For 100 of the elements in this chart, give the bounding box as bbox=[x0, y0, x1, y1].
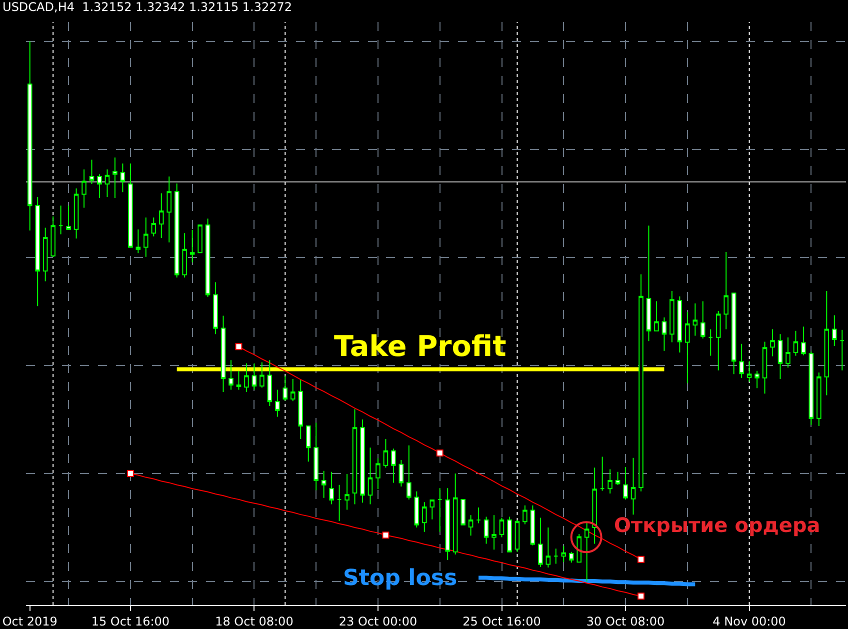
candlestick bbox=[422, 502, 427, 532]
candlestick bbox=[275, 389, 280, 418]
candlestick bbox=[104, 168, 110, 198]
candlestick bbox=[514, 519, 520, 552]
candlestick bbox=[298, 380, 304, 440]
candlestick bbox=[793, 330, 798, 356]
candlestick bbox=[58, 205, 64, 235]
candlestick bbox=[166, 176, 172, 243]
x-tick-label: 30 Oct 08:00 bbox=[586, 614, 665, 628]
series-label: Stop loss bbox=[343, 565, 458, 591]
candlestick bbox=[35, 196, 40, 307]
candlestick bbox=[808, 350, 814, 426]
candlestick bbox=[352, 408, 358, 505]
candlestick bbox=[252, 362, 257, 390]
candlestick bbox=[801, 326, 806, 356]
candlestick bbox=[492, 514, 496, 550]
candlestick bbox=[677, 296, 682, 354]
candlestick bbox=[383, 438, 388, 468]
candlestick bbox=[538, 517, 543, 568]
candlestick bbox=[778, 334, 783, 380]
candlestick bbox=[89, 159, 94, 185]
candlestick bbox=[716, 310, 721, 371]
candlestick bbox=[615, 471, 620, 486]
candlestick bbox=[398, 460, 404, 487]
candlestick bbox=[267, 360, 272, 406]
candlestick bbox=[27, 40, 32, 231]
candlestick bbox=[66, 205, 71, 230]
candlestick bbox=[476, 507, 481, 524]
candlestick bbox=[228, 360, 234, 390]
candlestick bbox=[190, 229, 195, 263]
candlestick bbox=[336, 484, 342, 522]
candlestick bbox=[42, 227, 48, 282]
x-tick-label: 18 Oct 08:00 bbox=[215, 614, 294, 628]
candlestick bbox=[50, 216, 56, 258]
candlestick bbox=[685, 312, 690, 384]
candlestick bbox=[344, 474, 350, 510]
candlestick bbox=[205, 218, 210, 298]
candlestick bbox=[144, 217, 148, 258]
candlestick bbox=[762, 341, 768, 394]
candlestick bbox=[74, 188, 79, 240]
candlestick bbox=[816, 372, 822, 426]
candlestick bbox=[584, 522, 590, 582]
x-tick-label: 23 Oct 00:00 bbox=[338, 614, 418, 628]
candlestick bbox=[724, 252, 728, 330]
candlestick bbox=[484, 516, 489, 544]
candlestick bbox=[306, 425, 311, 462]
candlestick bbox=[630, 457, 636, 516]
candlestick bbox=[314, 422, 318, 491]
candlestick bbox=[158, 192, 164, 239]
candlestick bbox=[731, 292, 736, 375]
candlestick bbox=[290, 378, 296, 402]
annotation: Открытие ордера bbox=[614, 513, 820, 537]
candlestick bbox=[530, 504, 536, 546]
candlestick bbox=[136, 228, 141, 254]
candlestick bbox=[220, 315, 226, 392]
x-tick-label: 4 Nov 00:00 bbox=[712, 614, 786, 628]
candlestick bbox=[770, 328, 775, 357]
candlestick bbox=[608, 468, 612, 494]
candlestick bbox=[468, 514, 474, 536]
candlestick bbox=[460, 498, 466, 526]
candlestick bbox=[414, 490, 420, 528]
candlestick bbox=[754, 370, 760, 389]
candlestick bbox=[708, 328, 714, 356]
candlestick bbox=[700, 300, 706, 339]
candlestick bbox=[507, 516, 512, 552]
candlestick bbox=[236, 370, 242, 390]
candlestick bbox=[662, 316, 667, 352]
chart-title: USDCAD,H4 1.32152 1.32342 1.32115 1.32272 bbox=[2, 0, 292, 14]
candlestick bbox=[739, 343, 744, 378]
candlestick bbox=[82, 168, 86, 208]
candlestick bbox=[151, 217, 156, 237]
candlestick bbox=[445, 488, 450, 560]
candlestick bbox=[321, 470, 326, 498]
candlestick bbox=[592, 467, 597, 544]
candlestick bbox=[623, 466, 628, 500]
candlestick bbox=[282, 375, 288, 402]
series-label: Take Profit bbox=[334, 329, 507, 363]
x-tick-label: 25 Oct 16:00 bbox=[462, 614, 541, 628]
candlestick bbox=[832, 314, 837, 347]
candlestick bbox=[522, 504, 528, 525]
candlestick bbox=[368, 447, 373, 505]
candlestick bbox=[128, 162, 133, 248]
x-tick-label: 15 Oct 16:00 bbox=[91, 614, 170, 628]
candlestick bbox=[576, 534, 582, 564]
candlestick bbox=[97, 174, 102, 199]
candlestick bbox=[840, 329, 845, 371]
candlestick bbox=[430, 499, 435, 520]
candlestick bbox=[360, 419, 365, 504]
candlestick bbox=[198, 224, 202, 254]
candlestick bbox=[437, 488, 442, 532]
candlestick bbox=[561, 545, 566, 563]
candlestick bbox=[746, 360, 752, 382]
candlestick bbox=[546, 527, 551, 568]
candlestick bbox=[692, 302, 698, 336]
candlestick bbox=[824, 290, 830, 396]
candlestick bbox=[452, 473, 458, 556]
candlestick bbox=[244, 362, 249, 392]
candlestick bbox=[670, 290, 674, 343]
candlestick bbox=[213, 282, 218, 335]
candlestick bbox=[568, 551, 574, 564]
